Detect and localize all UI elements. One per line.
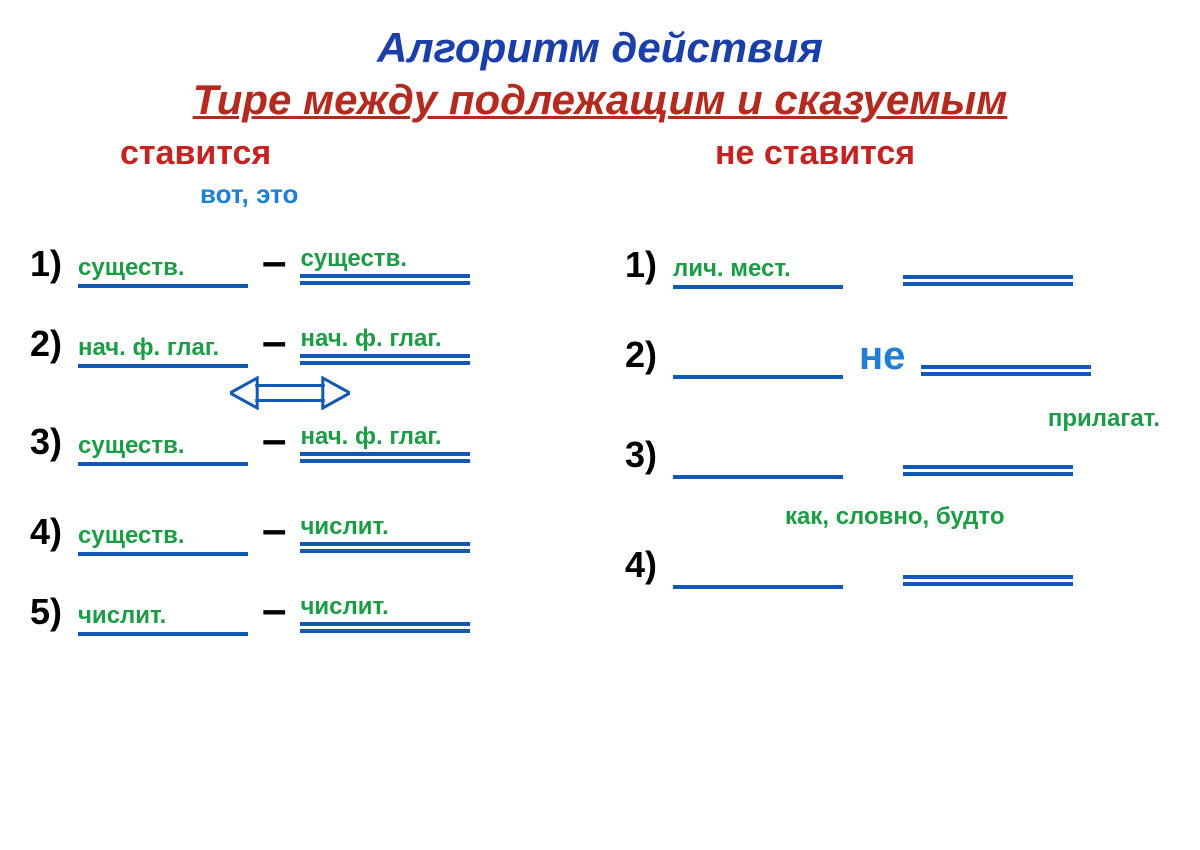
dash: –	[248, 320, 300, 370]
left-row-4: 4) существ. – числит.	[30, 478, 575, 558]
subject-underline	[673, 473, 843, 481]
row-number: 5)	[30, 594, 78, 638]
predicate-underline	[300, 273, 470, 290]
predicate-label: прилагат.	[1048, 405, 1160, 433]
comparative-hint: как, словно, будто	[785, 503, 1004, 531]
right-row-4: как, словно, будто 4)	[625, 511, 1170, 591]
left-row-1: 1) существ. – существ.	[30, 210, 575, 290]
dash: –	[248, 588, 300, 638]
row-number: 4)	[625, 547, 673, 591]
subject-label: лич. мест.	[673, 257, 791, 281]
subject-underline	[78, 630, 248, 638]
left-row-5: 5) числит. – числит.	[30, 558, 575, 638]
predicate-label: существ.	[300, 247, 407, 271]
predicate-underline	[300, 451, 470, 468]
subject-underline	[78, 550, 248, 558]
predicate-label: нач. ф. глаг.	[300, 327, 441, 351]
right-row-3: прилагат. 3)	[625, 401, 1170, 481]
predicate-underline	[300, 541, 470, 558]
row-number: 2)	[625, 337, 673, 381]
subject-label: существ.	[78, 434, 185, 458]
row-number: 1)	[30, 246, 78, 290]
left-top-hint: вот, это	[200, 179, 575, 210]
predicate-underline	[903, 574, 1073, 591]
row-number: 4)	[30, 514, 78, 558]
subject-label: существ.	[78, 256, 185, 280]
row-number: 1)	[625, 247, 673, 291]
mid-word-ne: не	[843, 334, 921, 381]
subject-underline	[673, 373, 843, 381]
subject-underline	[673, 583, 843, 591]
column-placed: ставится вот, это 1) существ. – существ.…	[30, 134, 595, 638]
predicate-underline	[300, 621, 470, 638]
row-number: 2)	[30, 326, 78, 370]
predicate-label: нач. ф. глаг.	[300, 425, 441, 449]
subject-underline	[673, 283, 843, 291]
left-row-3: 3) существ. – нач. ф. глаг.	[30, 388, 575, 468]
dash: –	[248, 508, 300, 558]
title-line-1: Алгоритм действия	[0, 24, 1200, 72]
double-arrow-icon	[230, 376, 350, 415]
predicate-underline	[921, 364, 1091, 381]
predicate-underline	[300, 353, 470, 370]
title-line-2: Тире между подлежащим и сказуемым	[0, 76, 1200, 124]
subject-label: числит.	[78, 604, 166, 628]
predicate-label: числит.	[300, 595, 388, 619]
subject-label: нач. ф. глаг.	[78, 336, 219, 360]
right-header: не ставится	[715, 134, 1170, 173]
right-row-2: 2) не	[625, 301, 1170, 381]
row-number: 3)	[30, 424, 78, 468]
left-row-2: 2) нач. ф. глаг. – нач. ф. глаг.	[30, 290, 575, 370]
column-not-placed: не ставится 1) лич. мест. 2) не	[595, 134, 1170, 638]
predicate-label: числит.	[300, 515, 388, 539]
predicate-underline	[903, 464, 1073, 481]
row-number: 3)	[625, 437, 673, 481]
predicate-underline	[903, 274, 1073, 291]
subject-underline	[78, 460, 248, 468]
left-header: ставится	[120, 134, 575, 173]
right-row-1: 1) лич. мест.	[625, 211, 1170, 291]
subject-underline	[78, 282, 248, 290]
subject-label: существ.	[78, 524, 185, 548]
subject-underline	[78, 362, 248, 370]
dash: –	[248, 240, 300, 290]
dash: –	[248, 418, 300, 468]
